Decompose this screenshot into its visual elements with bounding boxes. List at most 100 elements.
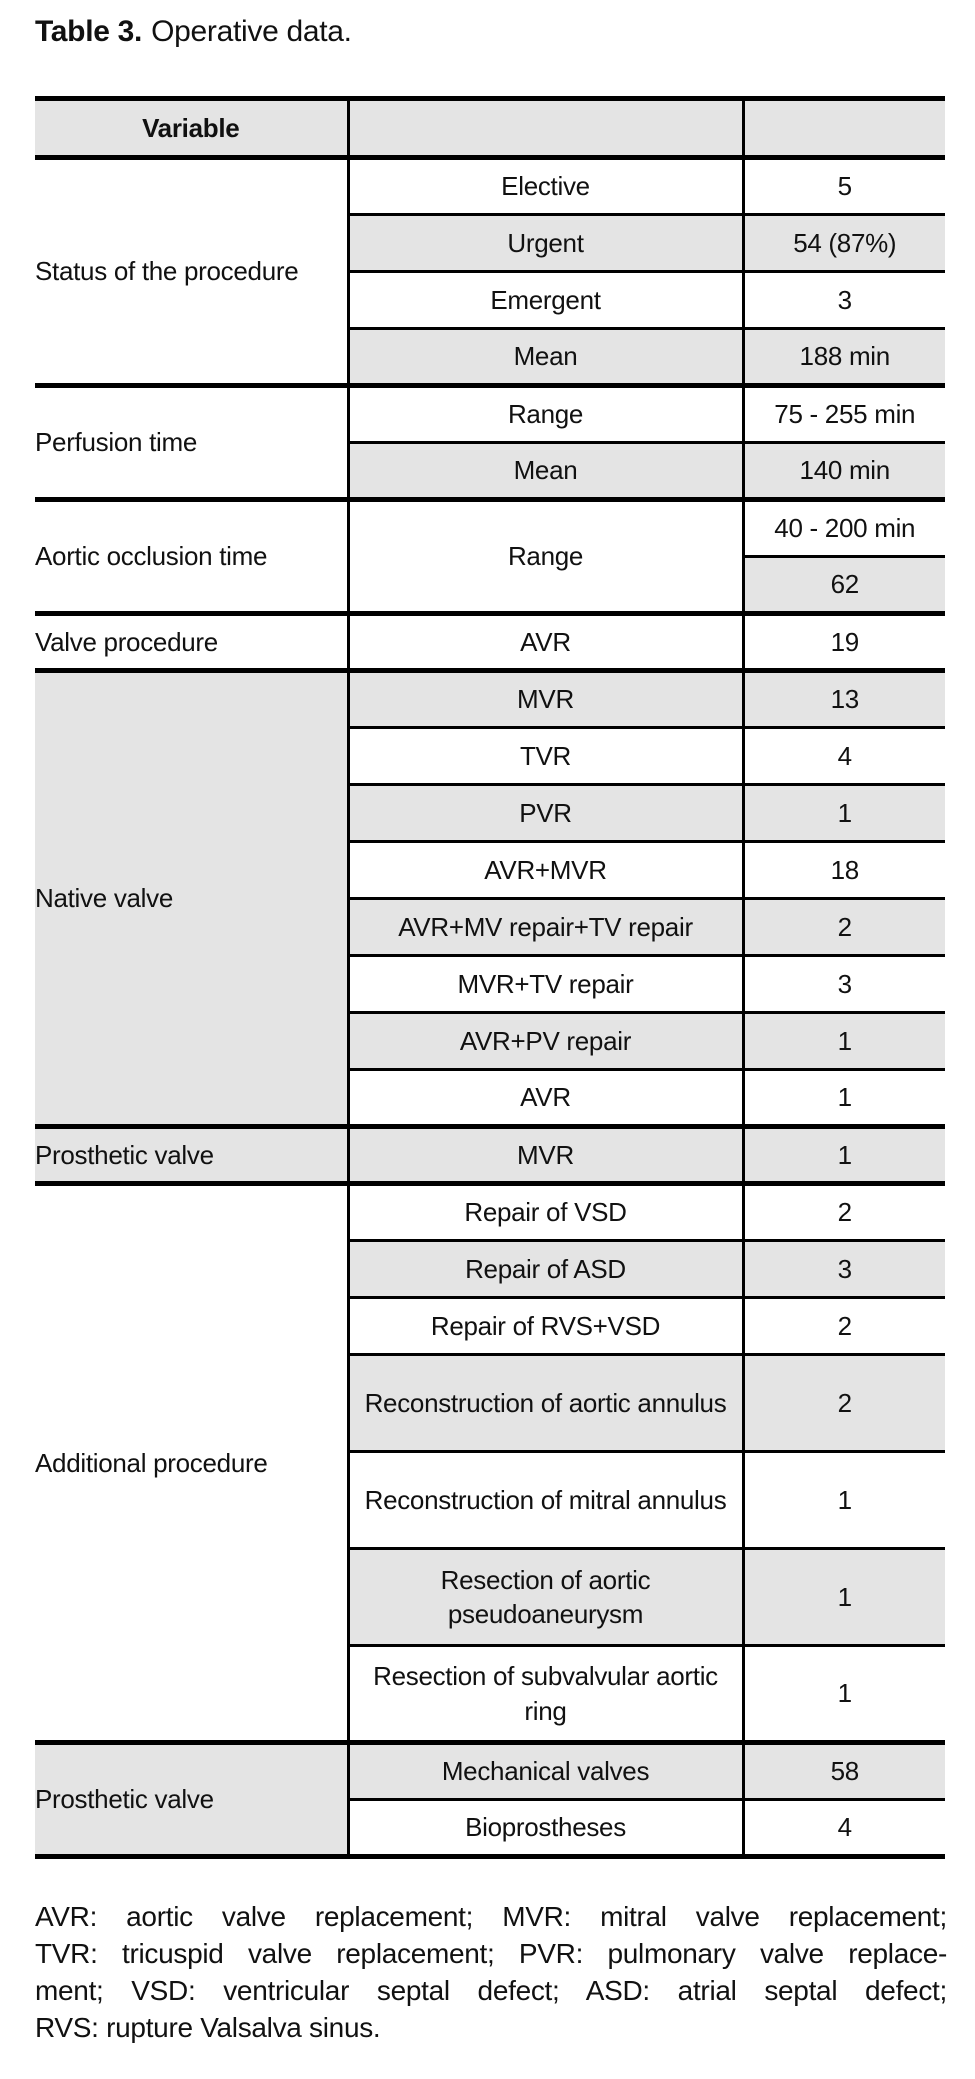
table-row: Reconstruction of aortic annulus 2	[35, 1353, 945, 1452]
group-label-cell: Status of the procedure	[35, 155, 348, 386]
group-label-cell: Valve procedure	[35, 611, 348, 671]
header-variable-cell: Variable	[35, 96, 348, 160]
value-cell: 19	[741, 611, 945, 671]
table-row: AVR 1	[35, 1068, 945, 1127]
value-cell: 40 - 200 min	[741, 497, 945, 557]
table-row: Native valve MVR 13	[35, 668, 945, 1127]
table-caption-number: Table 3.	[35, 15, 143, 48]
value-cell: 3	[741, 954, 945, 1013]
procedure-name-cell: AVR+MV repair+TV repair	[346, 897, 743, 956]
value-cell: 1	[741, 1068, 945, 1127]
table-row: Valve procedure AVR 19	[35, 611, 945, 671]
procedure-name-cell: Range	[346, 497, 743, 614]
table-row: TVR 4	[35, 726, 945, 785]
procedure-name-cell: AVR+PV repair	[346, 1011, 743, 1070]
value-cell: 75 - 255 min	[741, 383, 945, 443]
table-row: Repair of RVS+VSD 2	[35, 1296, 945, 1355]
group-label-cell: Additional procedure	[35, 1181, 348, 1743]
table-row: Additional procedure Repair of VSD 2	[35, 1181, 945, 1743]
group-label-cell: Prosthetic valve	[35, 1740, 348, 1857]
procedure-name-cell: AVR+MVR	[346, 840, 743, 899]
procedure-name-cell: Reconstruction of mitral annulus	[346, 1450, 743, 1549]
table-row: Resection of aortic pseudoaneurysm 1	[35, 1547, 945, 1646]
table-row: Bioprostheses 4	[35, 1798, 945, 1857]
procedure-name-cell: Mean	[346, 441, 743, 500]
procedure-name-cell: Repair of ASD	[346, 1239, 743, 1298]
table-row: 62	[35, 555, 945, 614]
procedure-name-cell: Emergent	[346, 270, 743, 329]
value-cell: 188 min	[741, 327, 945, 386]
value-cell: 5	[741, 155, 945, 215]
table-row: AVR+PV repair 1	[35, 1011, 945, 1070]
value-cell: 1	[741, 1011, 945, 1070]
table-row: Aortic occlusion time Range 40 - 200 min	[35, 497, 945, 614]
value-cell: 2	[741, 897, 945, 956]
table-row: Reconstruction of mitral annulus 1	[35, 1450, 945, 1549]
table-row: Repair of ASD 3	[35, 1239, 945, 1298]
table-row: AVR+MV repair+TV repair 2	[35, 897, 945, 956]
value-cell: 1	[741, 1547, 945, 1646]
table-row: Urgent 54 (87%)	[35, 213, 945, 272]
value-cell: 140 min	[741, 441, 945, 500]
procedure-name-cell: Bioprostheses	[346, 1798, 743, 1857]
procedure-name-cell: Resection of aortic pseudoaneurysm	[346, 1547, 743, 1646]
footnote-line: TVR: tricuspid valve replacement; PVR: p…	[35, 1938, 947, 1969]
value-cell: 2	[741, 1296, 945, 1355]
footnote-line: ment; VSD: ventricular septal defect; AS…	[35, 1975, 947, 2006]
footnote-line: AVR: aortic valve replacement; MVR: mitr…	[35, 1901, 947, 1932]
procedure-name-cell: Mechanical valves	[346, 1740, 743, 1800]
procedure-name-cell: Resection of subvalvular aortic ring	[346, 1644, 743, 1743]
value-cell: 1	[741, 783, 945, 842]
group-label-cell: Prosthetic valve	[35, 1124, 348, 1184]
value-cell: 13	[741, 668, 945, 728]
footnote-line: RVS: rupture Valsalva sinus.	[35, 2012, 381, 2043]
procedure-name-cell: PVR	[346, 783, 743, 842]
table-row: AVR+MVR 18	[35, 840, 945, 899]
table-row: Status of the procedure Elective 5	[35, 155, 945, 386]
procedure-name-cell: Mean	[346, 327, 743, 386]
value-cell: 2	[741, 1353, 945, 1452]
table-row: Resection of subvalvular aortic ring 1	[35, 1644, 945, 1743]
table-row: Mean 140 min	[35, 441, 945, 500]
header-col3-cell	[741, 96, 945, 160]
value-cell: 3	[741, 270, 945, 329]
value-cell: 2	[741, 1181, 945, 1241]
table-row: Prosthetic valve Mechanical valves 58	[35, 1740, 945, 1857]
header-col2-cell	[346, 96, 743, 160]
table-row: Perfusion time Range 75 - 255 min	[35, 383, 945, 500]
procedure-name-cell: MVR+TV repair	[346, 954, 743, 1013]
value-cell: 18	[741, 840, 945, 899]
procedure-name-cell: Urgent	[346, 213, 743, 272]
table-row: MVR+TV repair 3	[35, 954, 945, 1013]
table-footnote: AVR: aortic valve replacement; MVR: mitr…	[35, 1898, 947, 2046]
procedure-name-cell: MVR	[346, 1124, 743, 1184]
value-cell: 1	[741, 1124, 945, 1184]
value-cell: 4	[741, 726, 945, 785]
procedure-name-cell: TVR	[346, 726, 743, 785]
value-cell: 3	[741, 1239, 945, 1298]
table-row: Mean 188 min	[35, 327, 945, 386]
group-label-cell: Perfusion time	[35, 383, 348, 500]
value-cell: 1	[741, 1450, 945, 1549]
group-label-cell: Aortic occlusion time	[35, 497, 348, 614]
value-cell: 58	[741, 1740, 945, 1800]
table-caption: Table 3. Operative data.	[35, 14, 352, 50]
table-row: Prosthetic valve MVR 1	[35, 1124, 945, 1184]
procedure-name-cell: Elective	[346, 155, 743, 215]
value-cell: 1	[741, 1644, 945, 1743]
procedure-name-cell: AVR	[346, 1068, 743, 1127]
procedure-name-cell: Range	[346, 383, 743, 443]
table-row: Emergent 3	[35, 270, 945, 329]
table-caption-text: Operative data.	[151, 15, 352, 48]
value-cell: 62	[741, 555, 945, 614]
procedure-name-cell: Reconstruction of aortic annulus	[346, 1353, 743, 1452]
table-header-row: Variable	[35, 96, 945, 160]
procedure-name-cell: AVR	[346, 611, 743, 671]
value-cell: 54 (87%)	[741, 213, 945, 272]
procedure-name-cell: MVR	[346, 668, 743, 728]
operative-data-table: Variable Status of the procedure Electiv…	[35, 96, 945, 1859]
value-cell: 4	[741, 1798, 945, 1857]
table-row: PVR 1	[35, 783, 945, 842]
procedure-name-cell: Repair of RVS+VSD	[346, 1296, 743, 1355]
procedure-name-cell: Repair of VSD	[346, 1181, 743, 1241]
